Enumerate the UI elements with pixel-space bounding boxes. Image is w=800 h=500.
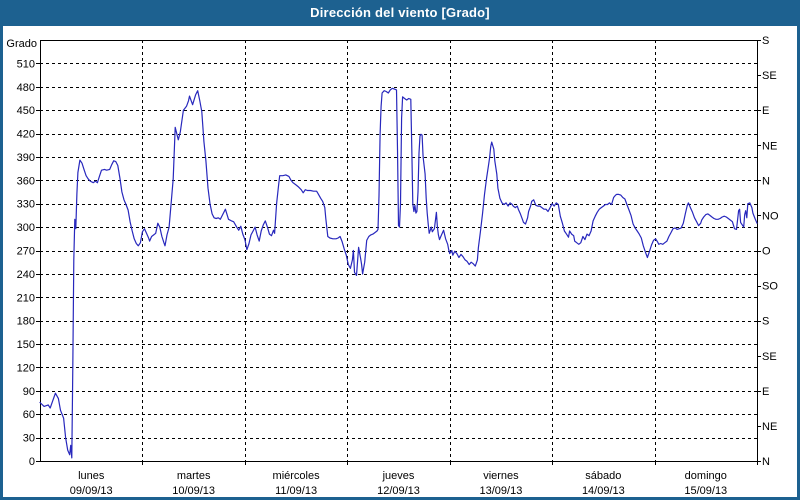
y-tick-label: 210: [17, 292, 35, 304]
y-tick-label: 180: [17, 316, 35, 328]
compass-label: NO: [762, 210, 779, 222]
y-tick-label: 480: [17, 82, 35, 94]
day-name-label: miércoles: [273, 470, 321, 482]
day-name-label: viernes: [483, 470, 519, 482]
day-date-label: 12/09/13: [377, 485, 420, 497]
y-tick-label: 300: [17, 222, 35, 234]
compass-label: E: [762, 386, 769, 398]
compass-label: SO: [762, 281, 778, 293]
day-name-label: sábado: [585, 470, 621, 482]
compass-label: NE: [762, 421, 777, 433]
wind-direction-line: [39, 87, 758, 459]
compass-label: O: [762, 246, 771, 258]
y-tick-label: 120: [17, 362, 35, 374]
compass-label: NE: [762, 140, 777, 152]
day-name-label: martes: [177, 470, 211, 482]
day-name-label: jueves: [382, 470, 415, 482]
day-name-label: lunes: [78, 470, 105, 482]
chart-canvas: [3, 26, 797, 497]
y-tick-label: 360: [17, 175, 35, 187]
y-tick-label: 30: [23, 433, 35, 445]
y-tick-label: 60: [23, 409, 35, 421]
day-date-label: 15/09/13: [684, 485, 727, 497]
compass-label: S: [762, 316, 769, 328]
axis-ticks: [36, 40, 761, 465]
title-bar: Dirección del viento [Grado]: [0, 0, 800, 26]
day-name-label: domingo: [685, 470, 727, 482]
y-axis-title: Grado: [6, 38, 37, 50]
day-date-label: 13/09/13: [480, 485, 523, 497]
day-date-label: 14/09/13: [582, 485, 625, 497]
day-date-label: 11/09/13: [275, 485, 317, 497]
y-axis-right-labels: S SE E NE N NO O SO S SE E NE N: [762, 35, 779, 468]
y-tick-label: 270: [17, 246, 35, 258]
y-tick-label: 510: [17, 58, 35, 70]
compass-label: SE: [762, 70, 777, 82]
y-axis-left-labels: Grado51048045042039036033030027024021018…: [6, 38, 37, 468]
compass-label: N: [762, 175, 770, 187]
y-tick-label: 240: [17, 269, 35, 281]
x-axis-day-labels: lunes 09/09/13 martes 10/09/13 miércoles 11/0…: [70, 470, 727, 497]
day-date-label: 10/09/13: [172, 485, 215, 497]
y-tick-label: 450: [17, 105, 35, 117]
y-tick-label: 150: [17, 339, 35, 351]
compass-label: N: [762, 456, 770, 468]
chart-title: Dirección del viento [Grado]: [310, 5, 490, 20]
y-tick-label: 90: [23, 386, 35, 398]
y-tick-label: 0: [29, 456, 35, 468]
day-date-label: 09/09/13: [70, 485, 113, 497]
compass-label: S: [762, 35, 769, 47]
compass-label: E: [762, 105, 769, 117]
grid-lines: [40, 40, 757, 461]
y-tick-label: 420: [17, 129, 35, 141]
data-series: [39, 87, 758, 459]
y-tick-label: 390: [17, 152, 35, 164]
compass-label: SE: [762, 351, 777, 363]
y-tick-label: 330: [17, 199, 35, 211]
